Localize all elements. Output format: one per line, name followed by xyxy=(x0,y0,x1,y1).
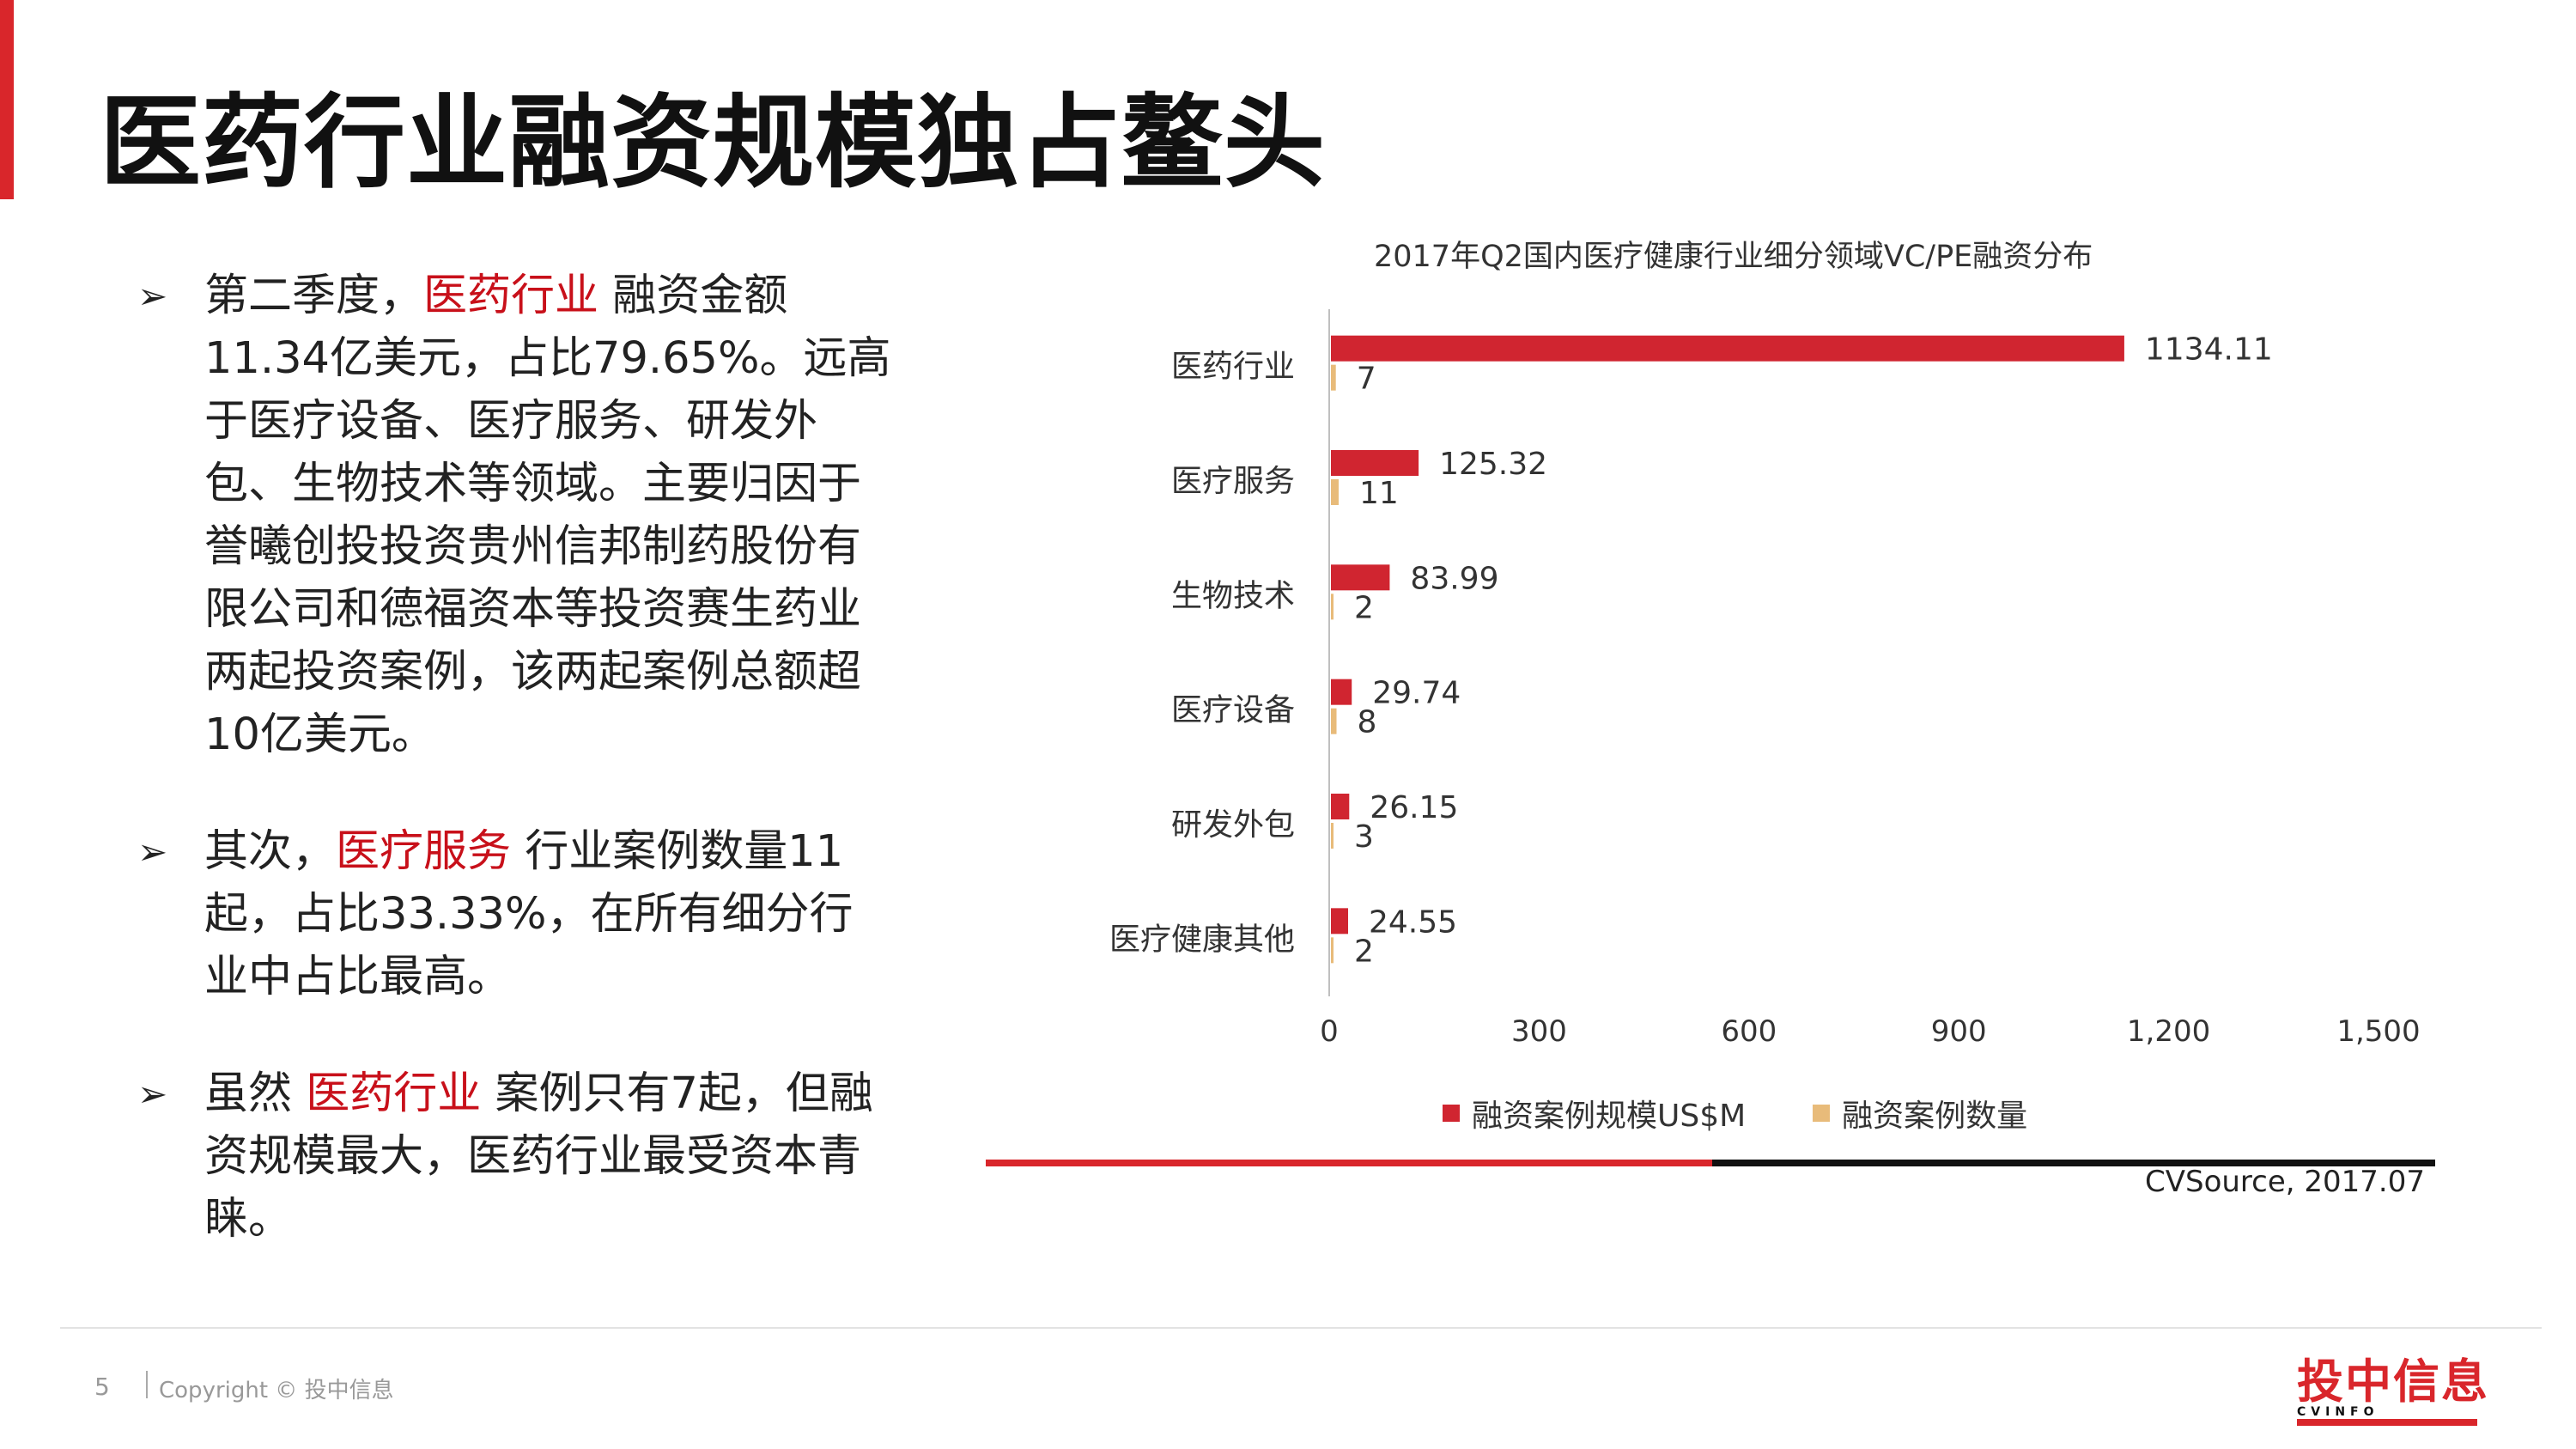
x-tick-label: 0 xyxy=(1320,1014,1339,1049)
arrow-bullet-icon: ➢ xyxy=(137,831,168,873)
bullet-highlight: 医药行业 xyxy=(306,1068,482,1119)
bar-amount xyxy=(1331,794,1350,819)
bar-count xyxy=(1331,708,1337,734)
legend-label: 融资案例数量 xyxy=(1842,1099,2028,1134)
category-label: 医疗服务 xyxy=(1171,464,1295,499)
data-label: 2 xyxy=(1354,934,1374,969)
data-label: 8 xyxy=(1358,705,1377,740)
bar-amount xyxy=(1331,335,2124,362)
bar-amount xyxy=(1331,564,1390,591)
category-label: 生物技术 xyxy=(1171,578,1295,613)
x-tick-label: 1,500 xyxy=(2336,1014,2420,1049)
bar-amount xyxy=(1331,908,1349,935)
bullet-text-body: 行业案例数量11起，占比33.33%，在所有细分行业中占比最高。 xyxy=(204,826,854,1002)
chart-title: 2017年Q2国内医疗健康行业细分领域VC/PE融资分布 xyxy=(1374,240,2093,274)
bar-count xyxy=(1331,594,1334,620)
bullet-text-body: 融资金额11.34亿美元，占比79.65%。远高于医疗设备、医疗服务、研发外包、… xyxy=(204,271,891,760)
legend-label: 融资案例规模US$M xyxy=(1472,1099,1747,1134)
data-label: 11 xyxy=(1359,476,1399,511)
bullet-text-lead: 其次， xyxy=(204,826,337,877)
bullet-text-lead: 第二季度， xyxy=(204,271,424,321)
legend-item-amount: 融资案例规模US$M xyxy=(1443,1091,1746,1135)
data-label: 29.74 xyxy=(1372,676,1461,711)
chart-source: CVSource, 2017.07 xyxy=(2145,1165,2425,1199)
legend-swatch-red xyxy=(1443,1105,1460,1122)
title-accent-bar xyxy=(0,0,14,199)
data-label: 24.55 xyxy=(1369,904,1457,940)
x-tick-label: 600 xyxy=(1721,1014,1777,1049)
bullet-item: ➢ 虽然 医药行业 案例只有7起，但融资规模最大，医药行业最受资本青睐。 xyxy=(137,1062,893,1251)
data-label: 2 xyxy=(1354,590,1374,625)
divider-red xyxy=(986,1160,1712,1166)
data-label: 3 xyxy=(1354,819,1374,855)
bullet-list: ➢ 第二季度，医药行业 融资金额11.34亿美元，占比79.65%。远高于医疗设… xyxy=(137,265,893,1305)
bullet-highlight: 医药行业 xyxy=(423,271,599,321)
x-tick-label: 900 xyxy=(1931,1014,1987,1049)
cvinfo-logo: 投中信息 CVINFO xyxy=(2297,1355,2489,1426)
bar-count xyxy=(1331,823,1334,849)
x-tick-label: 1,200 xyxy=(2127,1014,2210,1049)
divider-black xyxy=(1712,1160,2435,1166)
bar-amount xyxy=(1331,679,1352,705)
data-label: 1134.11 xyxy=(2145,332,2273,368)
bullet-text-body: 案例只有7起，但融资规模最大，医药行业最受资本青睐。 xyxy=(204,1068,873,1245)
bar-count xyxy=(1331,937,1334,964)
bar-count xyxy=(1331,364,1336,391)
data-label: 125.32 xyxy=(1439,447,1547,482)
data-label: 26.15 xyxy=(1370,790,1458,825)
slide-title: 医药行业融资规模独占鳌头 xyxy=(100,83,1327,202)
footer-separator xyxy=(146,1371,148,1398)
bullet-item: ➢ 其次，医疗服务 行业案例数量11起，占比33.33%，在所有细分行业中占比最… xyxy=(137,820,893,1008)
bar-count xyxy=(1331,479,1339,505)
category-label: 医疗健康其他 xyxy=(1109,922,1295,957)
copyright-text: Copyright © 投中信息 xyxy=(159,1378,394,1403)
bar-amount xyxy=(1331,450,1419,476)
x-tick-label: 300 xyxy=(1511,1014,1567,1049)
chart-legend: 融资案例规模US$M 融资案例数量 xyxy=(1443,1091,2027,1135)
data-label: 83.99 xyxy=(1410,561,1498,596)
arrow-bullet-icon: ➢ xyxy=(137,1073,168,1115)
category-label: 研发外包 xyxy=(1171,807,1295,843)
category-label: 医疗设备 xyxy=(1171,693,1295,728)
page-number: 5 xyxy=(94,1373,110,1401)
bullet-item: ➢ 第二季度，医药行业 融资金额11.34亿美元，占比79.65%。远高于医疗设… xyxy=(137,265,893,766)
arrow-bullet-icon: ➢ xyxy=(137,275,168,317)
footer-divider xyxy=(60,1327,2542,1329)
bullet-highlight: 医疗服务 xyxy=(336,826,512,877)
logo-underline xyxy=(2297,1419,2477,1426)
legend-swatch-tan xyxy=(1813,1105,1831,1122)
legend-item-count: 融资案例数量 xyxy=(1813,1091,2027,1135)
category-label: 医药行业 xyxy=(1171,350,1295,385)
data-label: 7 xyxy=(1357,362,1376,397)
logo-subtext: CVINFO xyxy=(2297,1405,2379,1419)
logo-text: 投中信息 xyxy=(2297,1355,2489,1409)
bullet-text-lead: 虽然 xyxy=(204,1068,307,1119)
